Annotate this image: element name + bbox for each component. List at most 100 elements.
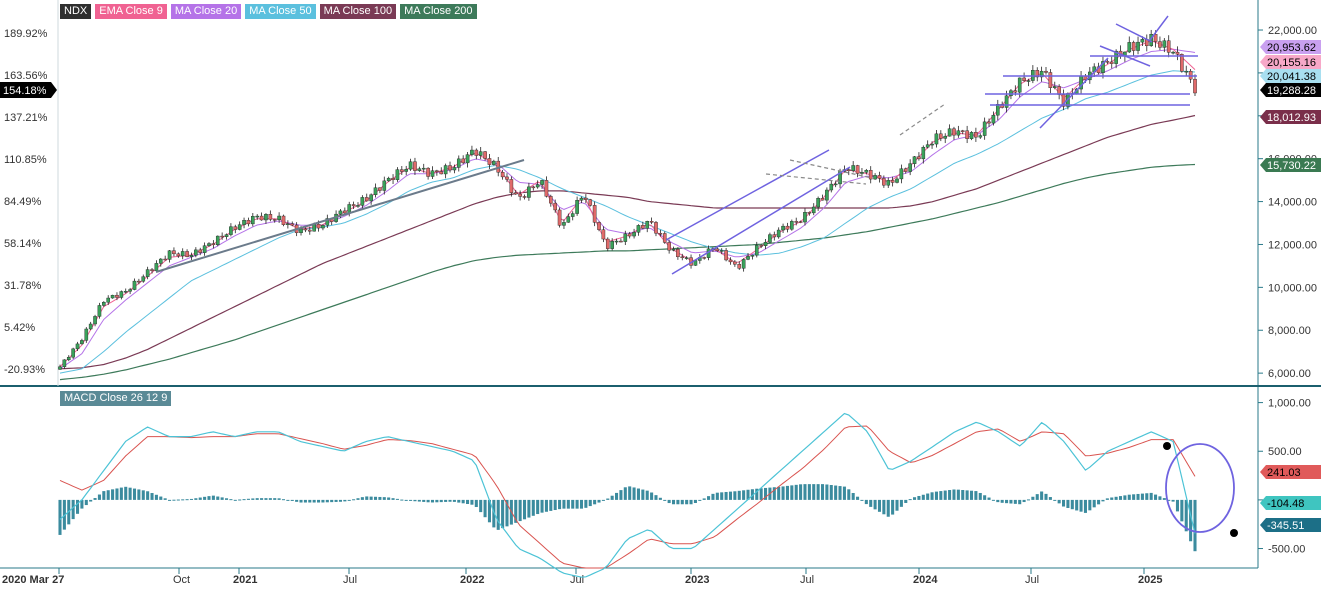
candle-body [272, 219, 277, 221]
macd-histogram-bar [1140, 493, 1144, 500]
macd-histogram-bar [645, 490, 649, 500]
candle-body [553, 202, 557, 211]
macd-histogram-bar [387, 497, 391, 500]
macd-histogram-bar [1070, 499, 1074, 510]
macd-histogram-bar [558, 499, 562, 510]
macd-histogram-bar [834, 485, 838, 500]
candle-body [474, 149, 479, 156]
price-tick-label: 6,000.00 [1268, 368, 1311, 380]
macd-histogram-bar [851, 493, 855, 500]
macd-histogram-bar [159, 496, 163, 500]
macd-histogram-bar [238, 499, 242, 501]
macd-histogram-group [58, 484, 1197, 552]
macd-histogram-bar [1053, 499, 1057, 501]
candle-body [391, 177, 395, 180]
macd-histogram-bar [1031, 496, 1035, 500]
candle-body [163, 258, 167, 261]
candle-body [995, 104, 1000, 116]
macd-histogram-bar [544, 499, 548, 512]
candle-body [531, 186, 536, 189]
macd-histogram-bar [391, 498, 395, 500]
macd-histogram-bar [1162, 498, 1166, 500]
time-tick-label: 2022 [460, 574, 484, 586]
macd-histogram-bar [707, 496, 711, 500]
time-tick-label: 2021 [233, 574, 257, 586]
macd-histogram-bar [75, 499, 80, 514]
candle-body [947, 128, 952, 137]
candle-body [588, 199, 593, 206]
macd-histogram-bar [720, 492, 724, 500]
candle-body [80, 340, 84, 345]
candle-body [877, 175, 882, 179]
candle-body [400, 169, 404, 172]
dashed-flag-lines [765, 159, 873, 185]
candle-body [623, 233, 628, 242]
macd-histogram-bar [1101, 499, 1105, 502]
candle-body [1180, 54, 1184, 72]
legend-ma50: MA Close 50 [245, 4, 316, 19]
candle-body [1052, 86, 1057, 88]
macd-histogram-bar [1009, 499, 1013, 504]
time-tick-label: Jul [800, 574, 814, 586]
price-tick-label: 8,000.00 [1268, 325, 1311, 337]
candle-body [895, 178, 899, 183]
macd-histogram-bar [926, 493, 930, 500]
macd-histogram-bar [417, 499, 421, 502]
macd-histogram-bar [251, 498, 255, 500]
macd-marker [1260, 518, 1321, 532]
candle-body [75, 343, 80, 350]
macd-histogram-bar [1154, 494, 1158, 500]
macd-histogram-bar [579, 499, 584, 509]
candle-body [1109, 61, 1114, 64]
candle-body [456, 158, 461, 168]
candle-body [825, 189, 829, 201]
macd-histogram-bar [685, 499, 689, 505]
macd-histogram-bar [172, 499, 176, 501]
macd-histogram-bar [1013, 499, 1017, 504]
candle-body [956, 130, 961, 136]
macd-histogram-bar [540, 499, 544, 513]
macd-histogram-bar [255, 498, 259, 500]
macd-marker-label: -104.48 [1267, 498, 1304, 510]
macd-histogram-bar [470, 499, 474, 505]
candle-body [1022, 77, 1026, 81]
candle-body [584, 197, 588, 200]
macd-histogram-bar [163, 498, 167, 500]
candle-body [347, 204, 352, 214]
candle-body [1166, 40, 1171, 53]
macd-histogram-bar [724, 491, 728, 500]
price-tick-label: 12,000.00 [1268, 239, 1317, 251]
candle-body [470, 149, 474, 155]
candle-body [343, 210, 347, 214]
ma100-line [59, 114, 1196, 370]
candle-body [592, 205, 597, 223]
candle-body [478, 151, 483, 156]
macd-histogram-bar [317, 499, 321, 503]
macd-histogram-bar [991, 499, 995, 501]
macd-histogram-bar [474, 499, 478, 508]
macd-histogram-bar [904, 499, 908, 503]
candle-body [102, 302, 106, 306]
candle-body [233, 226, 238, 230]
macd-histogram-bar [1175, 499, 1180, 512]
candle-body [286, 223, 290, 225]
macd-histogram-bar [794, 484, 798, 500]
macd-histogram-bar [1145, 493, 1149, 500]
macd-marker-label: -345.51 [1267, 520, 1304, 532]
candle-body [702, 257, 706, 259]
ema9-line [59, 40, 1196, 368]
candle-body [890, 180, 895, 183]
candle-body [180, 251, 185, 257]
macd-histogram-bar [917, 495, 921, 500]
macd-histogram-bar [680, 499, 684, 505]
candle-body [1000, 104, 1004, 108]
macd-histogram-bar [457, 499, 461, 503]
wedge-line-3 [1099, 45, 1151, 67]
candle-body [281, 215, 286, 225]
macd-histogram-bar [746, 489, 750, 500]
candle-body [562, 222, 566, 226]
macd-histogram-bar [501, 499, 505, 529]
macd-histogram-bar [1149, 492, 1153, 500]
macd-histogram-bar [71, 499, 75, 520]
